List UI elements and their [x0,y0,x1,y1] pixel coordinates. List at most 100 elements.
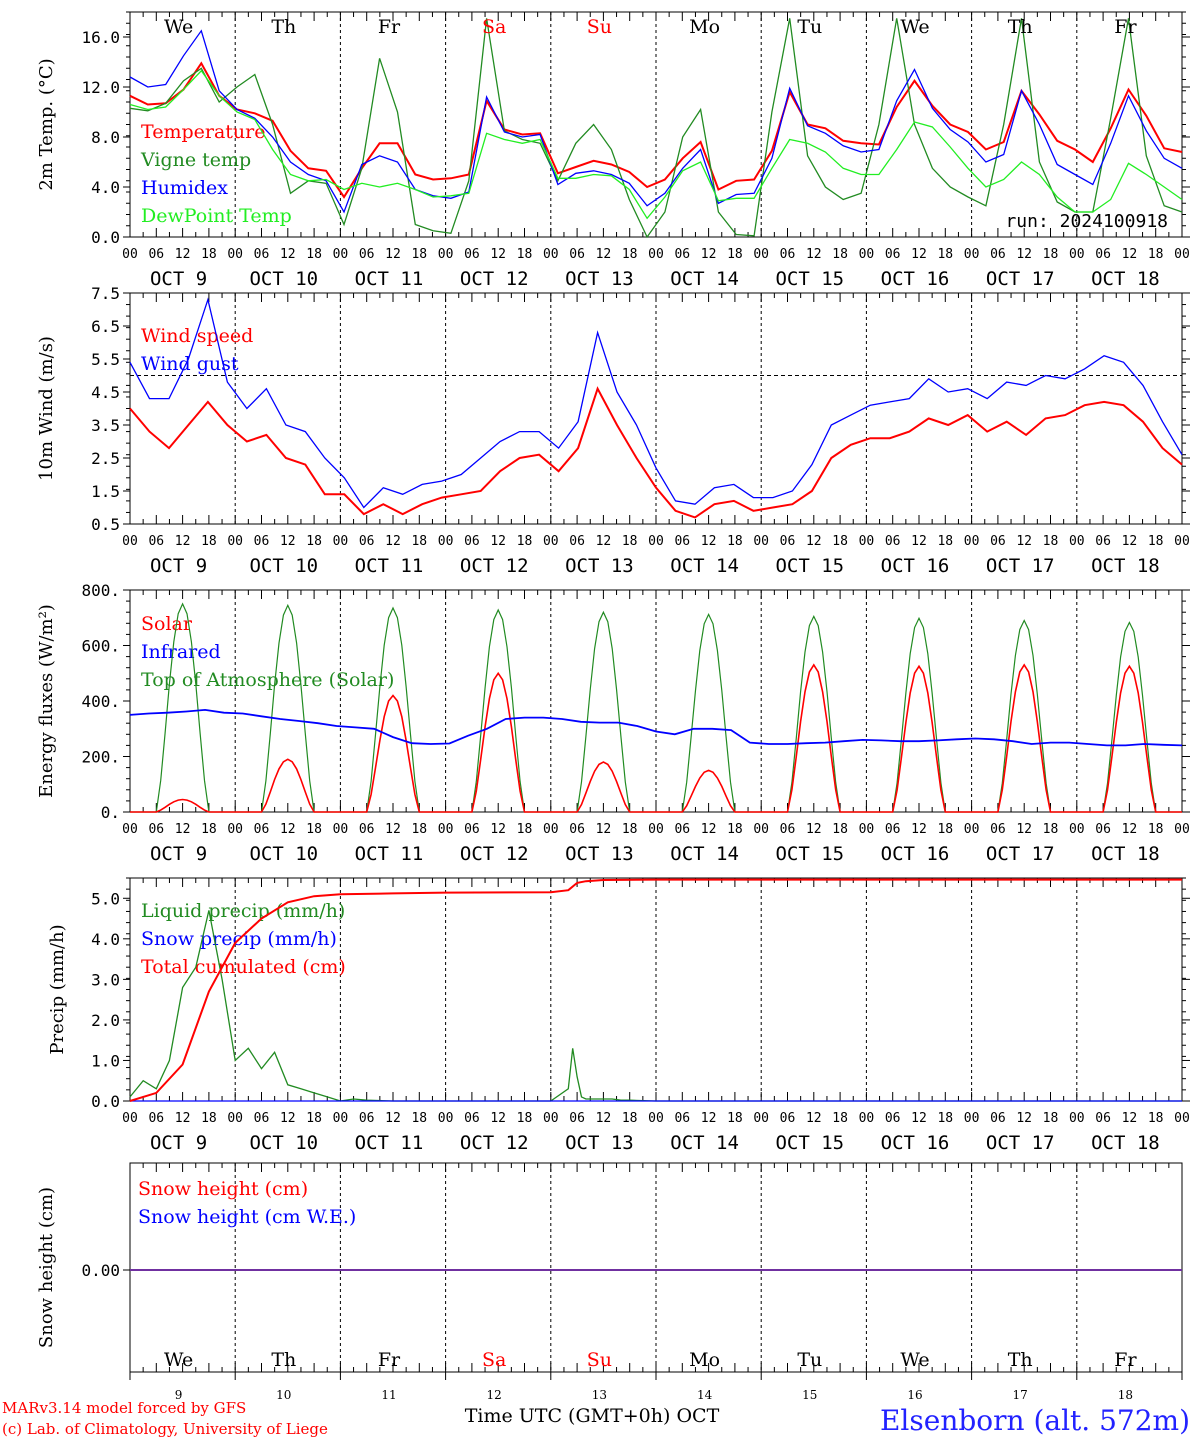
y-tick-label: 5.0 [91,889,120,908]
hour-tick-label: 18 [1148,822,1164,837]
weekday-label: Fr [378,16,401,38]
y-tick-label: 7.5 [91,284,120,303]
hour-tick-label: 06 [885,1111,901,1126]
hour-tick-label: 18 [937,247,953,262]
y-tick-label: 8.0 [91,128,120,147]
y-axis-label: Snow height (cm) [36,1187,57,1348]
hour-tick-label: 18 [622,1111,638,1126]
weekday-label: Su [587,16,612,38]
legend-entry: DewPoint Temp [141,205,292,227]
y-tick-label: 4.0 [91,930,120,949]
hour-tick-label: 18 [1148,534,1164,549]
hour-tick-label: 06 [359,1111,375,1126]
day-label: OCT 9 [150,268,207,290]
hour-tick-label: 00 [1174,1111,1190,1126]
hour-tick-label: 00 [964,822,980,837]
hour-tick-label: 00 [438,534,454,549]
weekday-label: Su [587,1349,612,1371]
hour-tick-label: 18 [1148,1111,1164,1126]
hour-tick-label: 00 [1174,247,1190,262]
hour-tick-label: 12 [385,247,401,262]
weekday-label: Th [1008,1349,1033,1371]
hour-tick-label: 00 [543,1111,559,1126]
hour-tick-label: 00 [648,534,664,549]
hour-tick-label: 18 [411,822,427,837]
hour-tick-label: 12 [385,1111,401,1126]
hour-tick-label: 06 [464,247,480,262]
hour-tick-label: 00 [1174,534,1190,549]
hour-tick-label: 06 [359,822,375,837]
hour-tick-label: 12 [385,534,401,549]
hour-tick-label: 18 [201,247,217,262]
hour-tick-label: 18 [517,247,533,262]
hour-tick-label: 00 [964,1111,980,1126]
hour-tick-label: 18 [306,822,322,837]
y-tick-label: 400. [81,692,120,711]
y-axis-label: 2m Temp. (°C) [36,58,57,190]
weekday-label: We [900,16,929,38]
hour-tick-label: 18 [517,822,533,837]
hour-tick-label: 12 [596,534,612,549]
day-label: OCT 12 [460,1132,529,1154]
weekday-label: Sa [482,16,506,38]
day-label: OCT 16 [881,843,950,865]
hour-tick-label: 18 [832,1111,848,1126]
legend-entry: Top of Atmosphere (Solar) [141,669,394,691]
hour-tick-label: 00 [227,1111,243,1126]
hour-tick-label: 18 [622,534,638,549]
day-label: OCT 9 [150,1132,207,1154]
hour-tick-label: 06 [569,534,585,549]
day-label: OCT 9 [150,843,207,865]
hour-tick-label: 12 [175,1111,191,1126]
hour-tick-label: 12 [596,822,612,837]
hour-tick-label: 18 [517,1111,533,1126]
lab-credit: (c) Lab. of Climatology, University of L… [2,1420,328,1438]
y-tick-label: 12.0 [81,78,120,97]
hour-tick-label: 06 [569,1111,585,1126]
y-tick-label: 5.5 [91,350,120,369]
hour-tick-label: 06 [148,247,164,262]
day-number: 18 [1118,1388,1133,1402]
day-label: OCT 18 [1091,1132,1160,1154]
hour-tick-label: 18 [832,247,848,262]
hour-tick-label: 00 [1069,1111,1085,1126]
hour-tick-label: 18 [937,822,953,837]
hour-tick-label: 06 [780,534,796,549]
day-label: OCT 14 [670,268,739,290]
y-tick-label: 6.5 [91,317,120,336]
hour-tick-label: 12 [280,534,296,549]
legend-entry: Humidex [141,177,228,199]
weekday-label: Fr [378,1349,401,1371]
day-label: OCT 12 [460,843,529,865]
hour-tick-label: 12 [911,1111,927,1126]
hour-tick-label: 18 [306,1111,322,1126]
day-number: 12 [487,1388,502,1402]
hour-tick-label: 12 [490,534,506,549]
weekday-label: Mo [689,16,720,38]
hour-tick-label: 18 [1043,534,1059,549]
hour-tick-label: 06 [990,534,1006,549]
hour-tick-label: 06 [885,247,901,262]
hour-tick-label: 18 [937,534,953,549]
y-tick-label: 0.0 [91,228,120,247]
hour-tick-label: 06 [885,534,901,549]
hour-tick-label: 00 [964,534,980,549]
weekday-label: Th [1008,16,1033,38]
day-label: OCT 16 [881,555,950,577]
series-line [129,29,1183,214]
hour-tick-label: 00 [753,247,769,262]
hour-tick-label: 12 [701,534,717,549]
hour-tick-label: 06 [148,534,164,549]
hour-tick-label: 12 [701,822,717,837]
hour-tick-label: 12 [911,247,927,262]
hour-tick-label: 06 [674,822,690,837]
hour-tick-label: 18 [727,247,743,262]
y-tick-label: 600. [81,637,120,656]
day-label: OCT 10 [249,843,318,865]
hour-tick-label: 12 [385,822,401,837]
weekday-label: Mo [689,1349,720,1371]
day-label: OCT 15 [775,268,844,290]
day-label: OCT 14 [670,1132,739,1154]
hour-tick-label: 18 [411,247,427,262]
hour-tick-label: 00 [859,247,875,262]
